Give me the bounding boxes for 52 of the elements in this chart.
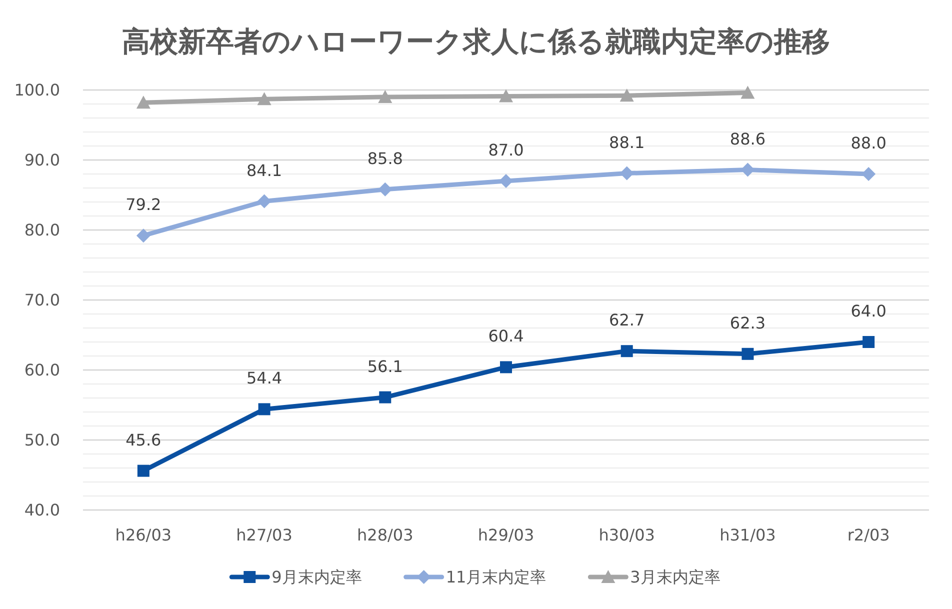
data-label: 88.1	[609, 132, 645, 152]
x-tick-label: h29/03	[478, 526, 534, 544]
point	[379, 391, 392, 404]
data-label: 84.1	[246, 160, 282, 180]
data-label: 54.4	[246, 368, 282, 388]
point	[378, 182, 392, 196]
point	[136, 228, 150, 243]
point	[258, 403, 270, 416]
point	[620, 88, 634, 102]
point	[862, 336, 875, 348]
data-label: 88.0	[850, 134, 886, 152]
y-tick-label: 80.0	[24, 220, 60, 240]
legend-label: 3月末内定率	[630, 568, 720, 586]
point	[500, 361, 512, 374]
data-label: 45.6	[126, 430, 162, 450]
point	[499, 89, 513, 102]
point	[740, 162, 755, 177]
data-label: 64.0	[850, 302, 886, 320]
point	[740, 86, 755, 99]
data-label: 62.7	[609, 310, 645, 330]
point	[378, 90, 392, 103]
point	[137, 464, 150, 477]
data-label: 87.0	[488, 140, 524, 160]
data-label: 60.4	[488, 326, 524, 346]
x-tick-label: h26/03	[115, 526, 172, 544]
point	[862, 167, 876, 181]
point	[257, 92, 272, 106]
y-tick-label: 90.0	[24, 150, 60, 170]
x-tick-label: h31/03	[720, 526, 776, 544]
data-label: 85.8	[367, 148, 403, 168]
point	[620, 345, 633, 358]
y-tick-label: 40.0	[24, 500, 60, 520]
chart-title: 高校新卒者のハローワーク求人に係る就職内定率の推移	[122, 25, 830, 58]
x-tick-label: h30/03	[598, 526, 655, 544]
x-tick-label: h28/03	[357, 526, 414, 544]
data-label: 88.6	[730, 129, 766, 148]
y-tick-label: 60.0	[24, 360, 60, 380]
data-label: 79.2	[126, 195, 162, 214]
point	[257, 194, 272, 208]
data-label: 62.3	[730, 313, 766, 332]
y-tick-label: 70.0	[24, 290, 60, 310]
data-label: 56.1	[367, 356, 403, 376]
point	[499, 174, 513, 188]
point	[742, 348, 754, 360]
point	[136, 96, 150, 109]
point	[620, 166, 634, 180]
x-tick-label: r2/03	[847, 526, 890, 544]
y-tick-label: 50.0	[24, 430, 60, 450]
y-tick-label: 100.0	[14, 80, 60, 100]
legend-label: 9月末内定率	[272, 568, 362, 586]
legend-label: 11月末内定率	[446, 568, 546, 586]
x-tick-label: h27/03	[236, 526, 292, 544]
